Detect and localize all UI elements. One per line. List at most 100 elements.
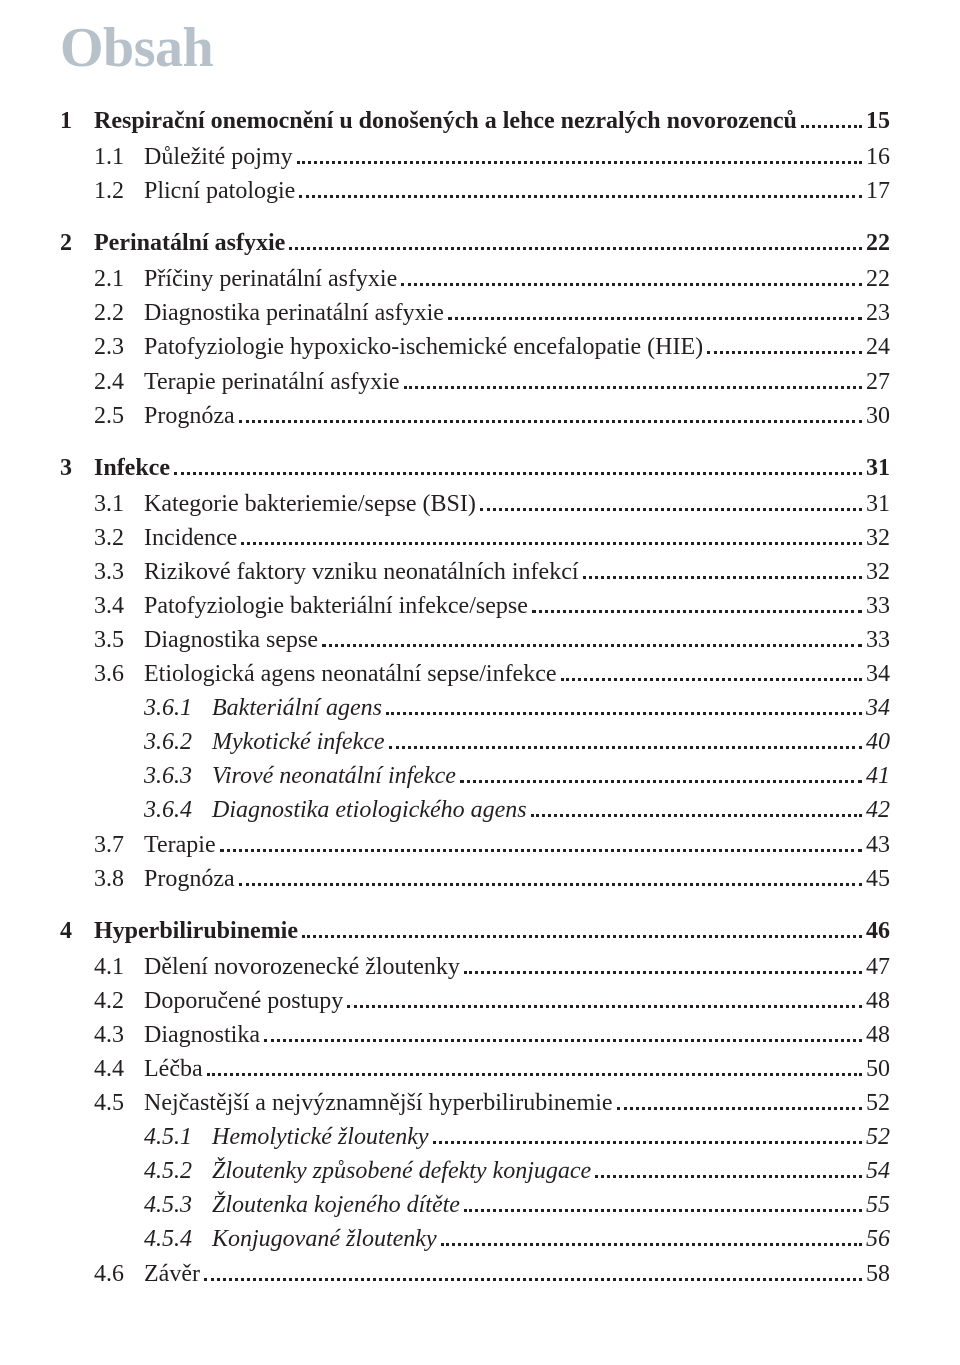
toc-entry: 3.5Diagnostika sepse33 (60, 623, 890, 657)
toc-entry-number: 3 (60, 455, 72, 481)
toc-entry-label: 3.7Terapie (94, 828, 216, 862)
toc-entry-page: 31 (866, 487, 890, 521)
toc-entry-label: Perinatální asfyxie (94, 226, 285, 260)
toc-entry-page: 23 (866, 296, 890, 330)
toc-entry-page: 34 (866, 657, 890, 691)
toc-entry-page: 32 (866, 521, 890, 555)
toc-entry: 3.1Kategorie bakteriemie/sepse (BSI)31 (60, 487, 890, 521)
toc-entry-text: Diagnostika perinatální asfyxie (144, 300, 444, 326)
toc-entry-number: 4.5.4 (144, 1222, 212, 1256)
toc-entry-text: Příčiny perinatální asfyxie (144, 266, 397, 292)
toc-entry-label: 4.1Dělení novorozenecké žloutenky (94, 950, 460, 984)
toc-entry-number: 2.1 (94, 262, 144, 296)
toc-entry-label: 3.6Etiologická agens neonatální sepse/in… (94, 657, 557, 691)
toc-entry-number: 2.4 (94, 365, 144, 399)
toc-entry-text: Patofyziologie bakteriální infekce/sepse (144, 593, 528, 619)
toc-dot-leader (207, 1059, 862, 1076)
toc-entry-label: 3.6.1Bakteriální agens (144, 691, 382, 725)
toc-dot-leader (464, 1195, 862, 1212)
toc-entry: 3.3Rizikové faktory vzniku neonatálních … (60, 555, 890, 589)
toc-entry-label: Infekce (94, 451, 170, 485)
toc-entry: 4.5.4Konjugované žloutenky 56 (60, 1222, 890, 1256)
page-title: Obsah (60, 20, 890, 76)
toc-entry-page: 16 (866, 140, 890, 174)
toc-dot-leader (386, 698, 862, 715)
toc-entry-label: 4.5.1Hemolytické žloutenky (144, 1120, 429, 1154)
toc-entry-text: Hyperbilirubinemie (94, 918, 298, 944)
toc-entry: 4.5.3Žloutenka kojeného dítěte 55 (60, 1188, 890, 1222)
toc-entry-number: 4.5 (94, 1086, 144, 1120)
toc-entry: 1 Respirační onemocnění u donošených a le… (60, 104, 890, 138)
toc-dot-leader (617, 1093, 862, 1110)
toc-entry-page: 42 (866, 793, 890, 827)
toc-entry-text: Virové neonatální infekce (212, 763, 456, 789)
toc-entry-text: Nejčastější a nejvýznamnější hyperbiliru… (144, 1090, 613, 1116)
toc-entry-number: 4.1 (94, 950, 144, 984)
toc-entry-text: Respirační onemocnění u donošených a leh… (94, 108, 797, 134)
toc-entry-number: 4.5.3 (144, 1188, 212, 1222)
table-of-contents: 1 Respirační onemocnění u donošených a le… (60, 104, 890, 1291)
toc-dot-leader (583, 562, 862, 579)
toc-entry-number: 3.3 (94, 555, 144, 589)
toc-entry-page: 56 (866, 1222, 890, 1256)
toc-entry: 4.4Léčba50 (60, 1052, 890, 1086)
toc-dot-leader (347, 990, 862, 1007)
toc-entry-page: 22 (866, 262, 890, 296)
toc-entry-page: 58 (866, 1257, 890, 1291)
toc-entry-number: 3.6 (94, 657, 144, 691)
toc-dot-leader (448, 303, 862, 320)
toc-entry: 4.5.2Žloutenky způsobené defekty konjuga… (60, 1154, 890, 1188)
toc-entry-number: 4.5.1 (144, 1120, 212, 1154)
toc-entry-label: Respirační onemocnění u donošených a leh… (94, 104, 797, 138)
toc-entry: 1.1Důležité pojmy16 (60, 140, 890, 174)
toc-dot-leader (264, 1025, 862, 1042)
toc-entry-page: 47 (866, 950, 890, 984)
toc-entry-label: 3.8Prognóza (94, 862, 235, 896)
toc-dot-leader (480, 493, 862, 510)
toc-entry-text: Konjugované žloutenky (212, 1226, 437, 1252)
toc-entry-page: 55 (866, 1188, 890, 1222)
toc-entry: 3.6Etiologická agens neonatální sepse/in… (60, 657, 890, 691)
toc-entry-text: Etiologická agens neonatální sepse/infek… (144, 661, 557, 687)
toc-entry-number: 3.4 (94, 589, 144, 623)
toc-entry-label: 4.2Doporučené postupy (94, 984, 343, 1018)
toc-entry-number: 4 (60, 918, 72, 944)
toc-entry-text: Bakteriální agens (212, 695, 382, 721)
toc-entry-page: 50 (866, 1052, 890, 1086)
toc-entry: 2.3Patofyziologie hypoxicko-ischemické e… (60, 330, 890, 364)
toc-entry-label: 1.2Plicní patologie (94, 174, 295, 208)
toc-entry-label: Hyperbilirubinemie (94, 914, 298, 948)
toc-entry-text: Terapie (144, 832, 216, 858)
toc-entry-text: Prognóza (144, 403, 235, 429)
toc-entry-number: 4.5.2 (144, 1154, 212, 1188)
toc-entry-label: 4.5Nejčastější a nejvýznamnější hyperbil… (94, 1086, 613, 1120)
toc-entry-page: 52 (866, 1120, 890, 1154)
toc-entry-page: 31 (866, 451, 890, 485)
toc-entry-label: 4.5.3Žloutenka kojeného dítěte (144, 1188, 460, 1222)
toc-entry-page: 46 (866, 914, 890, 948)
toc-entry: 3.2Incidence32 (60, 521, 890, 555)
toc-dot-leader (289, 233, 862, 250)
toc-dot-leader (241, 527, 862, 544)
toc-entry-text: Žloutenka kojeného dítěte (212, 1192, 460, 1218)
toc-entry-number: 2.3 (94, 330, 144, 364)
toc-entry: 4.5.1Hemolytické žloutenky 52 (60, 1120, 890, 1154)
toc-entry-number: 4.2 (94, 984, 144, 1018)
toc-entry-number: 3.7 (94, 828, 144, 862)
toc-entry: 2Perinatální asfyxie22 (60, 226, 890, 260)
toc-entry: 3.4Patofyziologie bakteriální infekce/se… (60, 589, 890, 623)
toc-entry-number: 1 (60, 108, 72, 134)
toc-entry-text: Plicní patologie (144, 178, 295, 204)
toc-entry-page: 43 (866, 828, 890, 862)
toc-entry: 2.2Diagnostika perinatální asfyxie23 (60, 296, 890, 330)
toc-entry-page: 48 (866, 984, 890, 1018)
toc-entry: 3.8Prognóza45 (60, 862, 890, 896)
toc-entry-page: 40 (866, 725, 890, 759)
toc-dot-leader (302, 920, 862, 937)
toc-entry-text: Diagnostika (144, 1022, 260, 1048)
toc-entry-label: 4.5.2Žloutenky způsobené defekty konjuga… (144, 1154, 591, 1188)
toc-dot-leader (220, 834, 862, 851)
toc-entry-label: 3.6.4Diagnostika etiologického agens (144, 793, 527, 827)
toc-entry-text: Důležité pojmy (144, 144, 293, 170)
toc-entry-label: 3.4Patofyziologie bakteriální infekce/se… (94, 589, 528, 623)
